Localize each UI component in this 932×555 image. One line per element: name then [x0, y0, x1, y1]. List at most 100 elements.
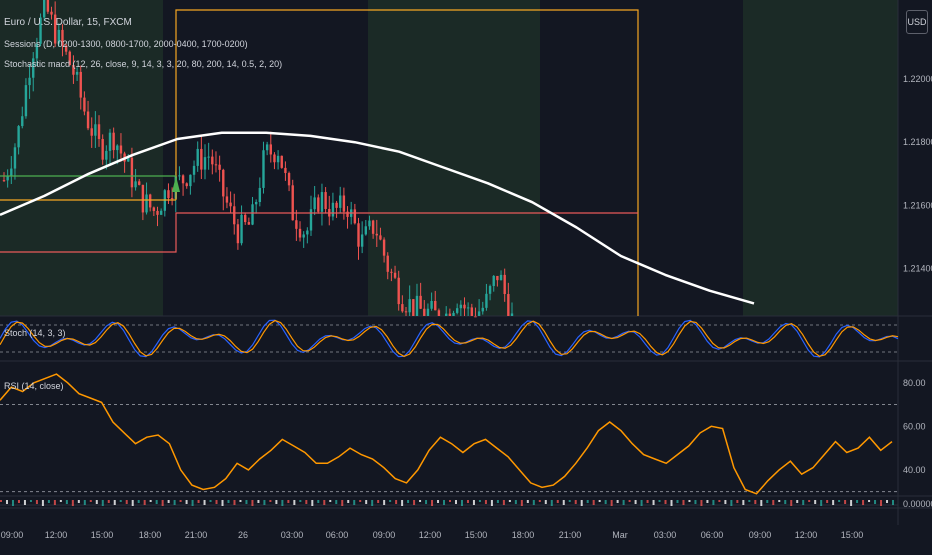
macd-histogram-bar	[478, 500, 481, 502]
macd-histogram-bar	[562, 500, 565, 505]
price-tick-label: 1.21400	[903, 264, 932, 274]
candle-body	[360, 234, 364, 247]
macd-histogram-bar	[167, 500, 170, 503]
candle-body	[415, 295, 419, 316]
macd-histogram-bar	[101, 500, 104, 506]
macd-histogram-bar	[874, 500, 877, 504]
candle-body	[86, 111, 90, 129]
macd-histogram-bar	[131, 500, 134, 506]
macd-histogram-bar	[107, 500, 110, 503]
candle-body	[138, 181, 141, 185]
candle-body	[466, 307, 470, 309]
macd-histogram-bar	[502, 500, 505, 505]
candle-body	[346, 211, 349, 217]
candle-body	[35, 43, 39, 59]
candle-body	[371, 220, 375, 234]
candle-body	[211, 156, 214, 165]
macd-histogram-bar	[443, 500, 446, 505]
candle-body	[192, 165, 196, 175]
macd-histogram-bar	[449, 500, 451, 502]
candle-body	[53, 14, 57, 44]
macd-histogram-bar	[227, 500, 230, 503]
candle-body	[430, 300, 433, 309]
macd-histogram-bar	[868, 500, 871, 502]
candle-body	[159, 210, 163, 215]
rsi-tick-label: 60.00	[903, 421, 926, 431]
candle-body	[397, 277, 400, 305]
candle-body	[116, 145, 119, 151]
candle-body	[375, 233, 378, 236]
macd-histogram-bar	[179, 500, 182, 502]
macd-histogram-bar	[472, 500, 475, 505]
time-tick-label: 12:00	[45, 530, 68, 540]
candle-body	[317, 197, 320, 212]
macd-histogram-bar	[53, 500, 56, 505]
candle-body	[46, 0, 50, 12]
macd-histogram-bar	[407, 500, 410, 503]
macd-histogram-bar	[5, 500, 8, 504]
candle-body	[43, 0, 46, 18]
macd-histogram-bar	[389, 500, 392, 502]
macd-histogram-bar	[401, 500, 404, 506]
candle-body	[240, 214, 243, 244]
macd-histogram-bar	[251, 500, 254, 506]
session-band	[540, 0, 640, 316]
candle-body	[284, 167, 287, 174]
candle-body	[353, 209, 357, 224]
candle-body	[127, 157, 130, 162]
macd-histogram-bar	[520, 500, 523, 506]
macd-histogram-bar	[275, 500, 278, 504]
macd-histogram-bar	[437, 500, 440, 503]
candle-body	[181, 175, 185, 184]
stoch-k-line	[0, 319, 899, 358]
candle-body	[170, 198, 174, 200]
candle-body	[156, 210, 159, 215]
macd-histogram-bar	[766, 500, 769, 503]
candle-body	[112, 132, 115, 151]
macd-histogram-bar	[413, 500, 416, 505]
macd-histogram-bar	[844, 500, 847, 504]
candle-body	[254, 202, 258, 205]
macd-histogram-bar	[568, 500, 571, 502]
macd-histogram-bar	[191, 500, 194, 506]
candle-body	[13, 147, 17, 169]
macd-histogram-bar	[395, 500, 398, 504]
macd-histogram-bar	[790, 500, 793, 506]
macd-histogram-bar	[574, 500, 577, 504]
time-tick-label: Mar	[612, 530, 628, 540]
candle-body	[324, 192, 327, 209]
macd-histogram-bar	[694, 500, 697, 504]
candle-body	[251, 204, 254, 225]
candle-body	[75, 71, 79, 75]
candle-body	[79, 71, 82, 98]
candle-body	[339, 195, 342, 208]
macd-histogram-bar	[371, 500, 374, 506]
macd-histogram-bar	[311, 500, 314, 506]
macd-histogram-bar	[0, 500, 2, 502]
macd-histogram-bar	[706, 500, 709, 503]
candle-body	[309, 209, 313, 231]
currency-badge[interactable]: USD	[906, 10, 928, 34]
candle-body	[72, 64, 75, 75]
macd-histogram-bar	[215, 500, 218, 504]
time-tick-label: 03:00	[281, 530, 304, 540]
candle-body	[94, 124, 97, 136]
candle-body	[364, 226, 368, 235]
candle-body	[357, 223, 360, 247]
macd-histogram-bar	[592, 500, 595, 505]
macd-histogram-bar	[700, 500, 703, 506]
macd-histogram-bar	[209, 500, 212, 502]
rsi-tick-label: 40.00	[903, 465, 926, 475]
candle-body	[97, 124, 101, 139]
macd-histogram-bar	[155, 500, 158, 504]
candle-body	[507, 294, 510, 316]
macd-histogram-bar	[550, 500, 553, 506]
macd-histogram-bar	[173, 500, 176, 505]
macd-histogram-bar	[119, 500, 122, 502]
candle-body	[244, 214, 247, 223]
candle-body	[499, 274, 503, 281]
session-low-line	[0, 212, 638, 253]
